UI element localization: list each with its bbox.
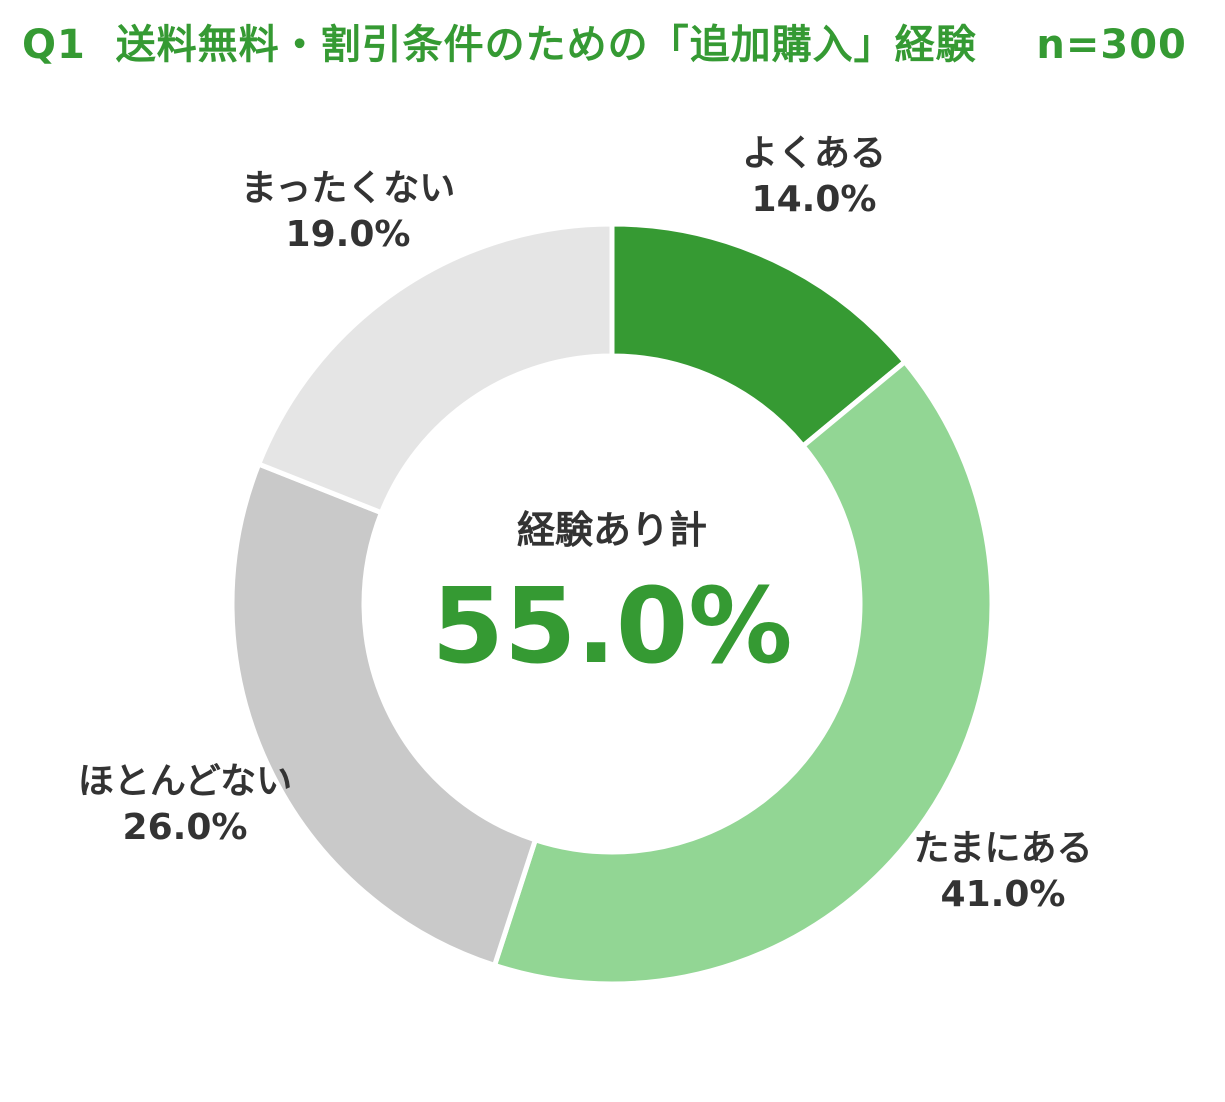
donut-slices (229, 221, 995, 987)
slice-たまにある (492, 359, 995, 987)
center-label: 経験あり計 (517, 508, 707, 552)
center-value: 55.0% (432, 565, 793, 687)
slice-labels: よくある 14.0% たまにある 41.0% ほとんどない 26.0% まったくない 19.0… (78, 133, 1093, 915)
slice-category-label: よくある (742, 133, 886, 174)
slice-value-label: 14.0% (752, 179, 877, 220)
slice-value-label: 41.0% (941, 874, 1066, 915)
slice-category-label: たまにある (914, 828, 1093, 869)
chart-title: Q1 送料無料・割引条件のための「追加購入」経験 n=300 (22, 22, 1187, 68)
slice-value-label: 19.0% (286, 214, 411, 255)
slice-category-label: まったくない (241, 168, 456, 209)
slice-value-label: 26.0% (123, 807, 248, 848)
slice-ほとんどない (229, 461, 538, 968)
slice-まったくない (256, 221, 615, 516)
slice-category-label: ほとんどない (78, 761, 292, 802)
